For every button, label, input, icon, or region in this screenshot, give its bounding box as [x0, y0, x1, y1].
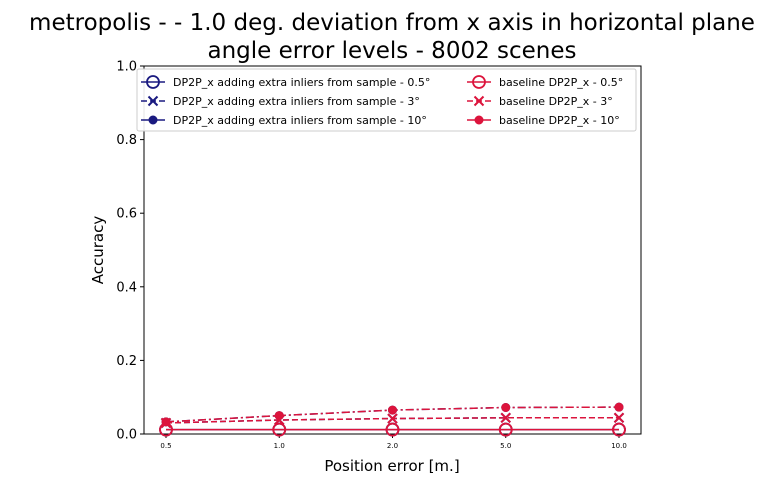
data-point — [161, 417, 171, 427]
legend-item: DP2P_x adding extra inliers from sample … — [141, 95, 420, 108]
data-point — [388, 405, 397, 415]
legend-marker — [472, 75, 486, 89]
legend-marker — [473, 95, 485, 107]
legend-item: baseline DP2P_x - 0.5° — [467, 75, 623, 89]
y-tick-label: 0.2 — [116, 354, 137, 369]
chart-title-line2: angle error levels - 8002 scenes — [207, 38, 576, 64]
x-tick-label: 2.0 — [387, 442, 398, 450]
legend-label: DP2P_x adding extra inliers from sample … — [173, 76, 430, 89]
y-tick-label: 1.0 — [116, 60, 137, 75]
legend-marker — [148, 115, 158, 125]
data-point — [387, 413, 398, 424]
x-axis-label: Position error [m.] — [324, 457, 459, 475]
data-point — [272, 422, 287, 437]
data-point — [613, 412, 625, 424]
data-point — [614, 402, 624, 412]
legend-box — [136, 68, 637, 132]
y-tick-label: 0.0 — [116, 428, 137, 443]
data-point — [612, 422, 626, 437]
legend-label: baseline DP2P_x - 10° — [499, 114, 620, 127]
series-layer — [159, 402, 626, 437]
x-tick-label: 1.0 — [274, 442, 285, 450]
y-tick-label: 0.6 — [116, 207, 137, 222]
data-point — [385, 422, 400, 437]
legend-label: baseline DP2P_x - 3° — [499, 95, 613, 108]
x-tick-label: 0.5 — [160, 442, 171, 450]
series-6 — [161, 402, 624, 427]
y-tick-label: 0.8 — [116, 133, 137, 148]
y-axis-label: Accuracy — [89, 216, 107, 285]
data-point — [500, 412, 511, 424]
y-axis: 0.0 0.2 0.4 0.6 0.8 1.0 — [116, 60, 144, 443]
data-point — [498, 422, 513, 437]
legend-item: DP2P_x adding extra inliers from sample … — [141, 114, 427, 127]
legend-marker — [147, 95, 159, 107]
legend: DP2P_x adding extra inliers from sample … — [136, 68, 637, 132]
legend-label: DP2P_x adding extra inliers from sample … — [173, 114, 427, 127]
x-tick-label: 10.0 — [611, 442, 627, 450]
legend-item: baseline DP2P_x - 10° — [467, 114, 620, 127]
y-tick-label: 0.4 — [116, 280, 137, 295]
legend-item: baseline DP2P_x - 3° — [467, 95, 613, 108]
legend-label: DP2P_x adding extra inliers from sample … — [173, 95, 420, 108]
x-axis: 0.5 1.0 2.0 5.0 10.0 — [160, 434, 627, 450]
legend-label: baseline DP2P_x - 0.5° — [499, 76, 623, 89]
legend-item: DP2P_x adding extra inliers from sample … — [141, 75, 430, 89]
x-tick-label: 5.0 — [500, 442, 511, 450]
legend-marker — [474, 115, 484, 125]
data-point — [274, 411, 284, 421]
chart-title-line1: metropolis - - 1.0 deg. deviation from x… — [29, 10, 755, 36]
legend-marker — [146, 75, 160, 89]
data-point — [501, 403, 511, 413]
